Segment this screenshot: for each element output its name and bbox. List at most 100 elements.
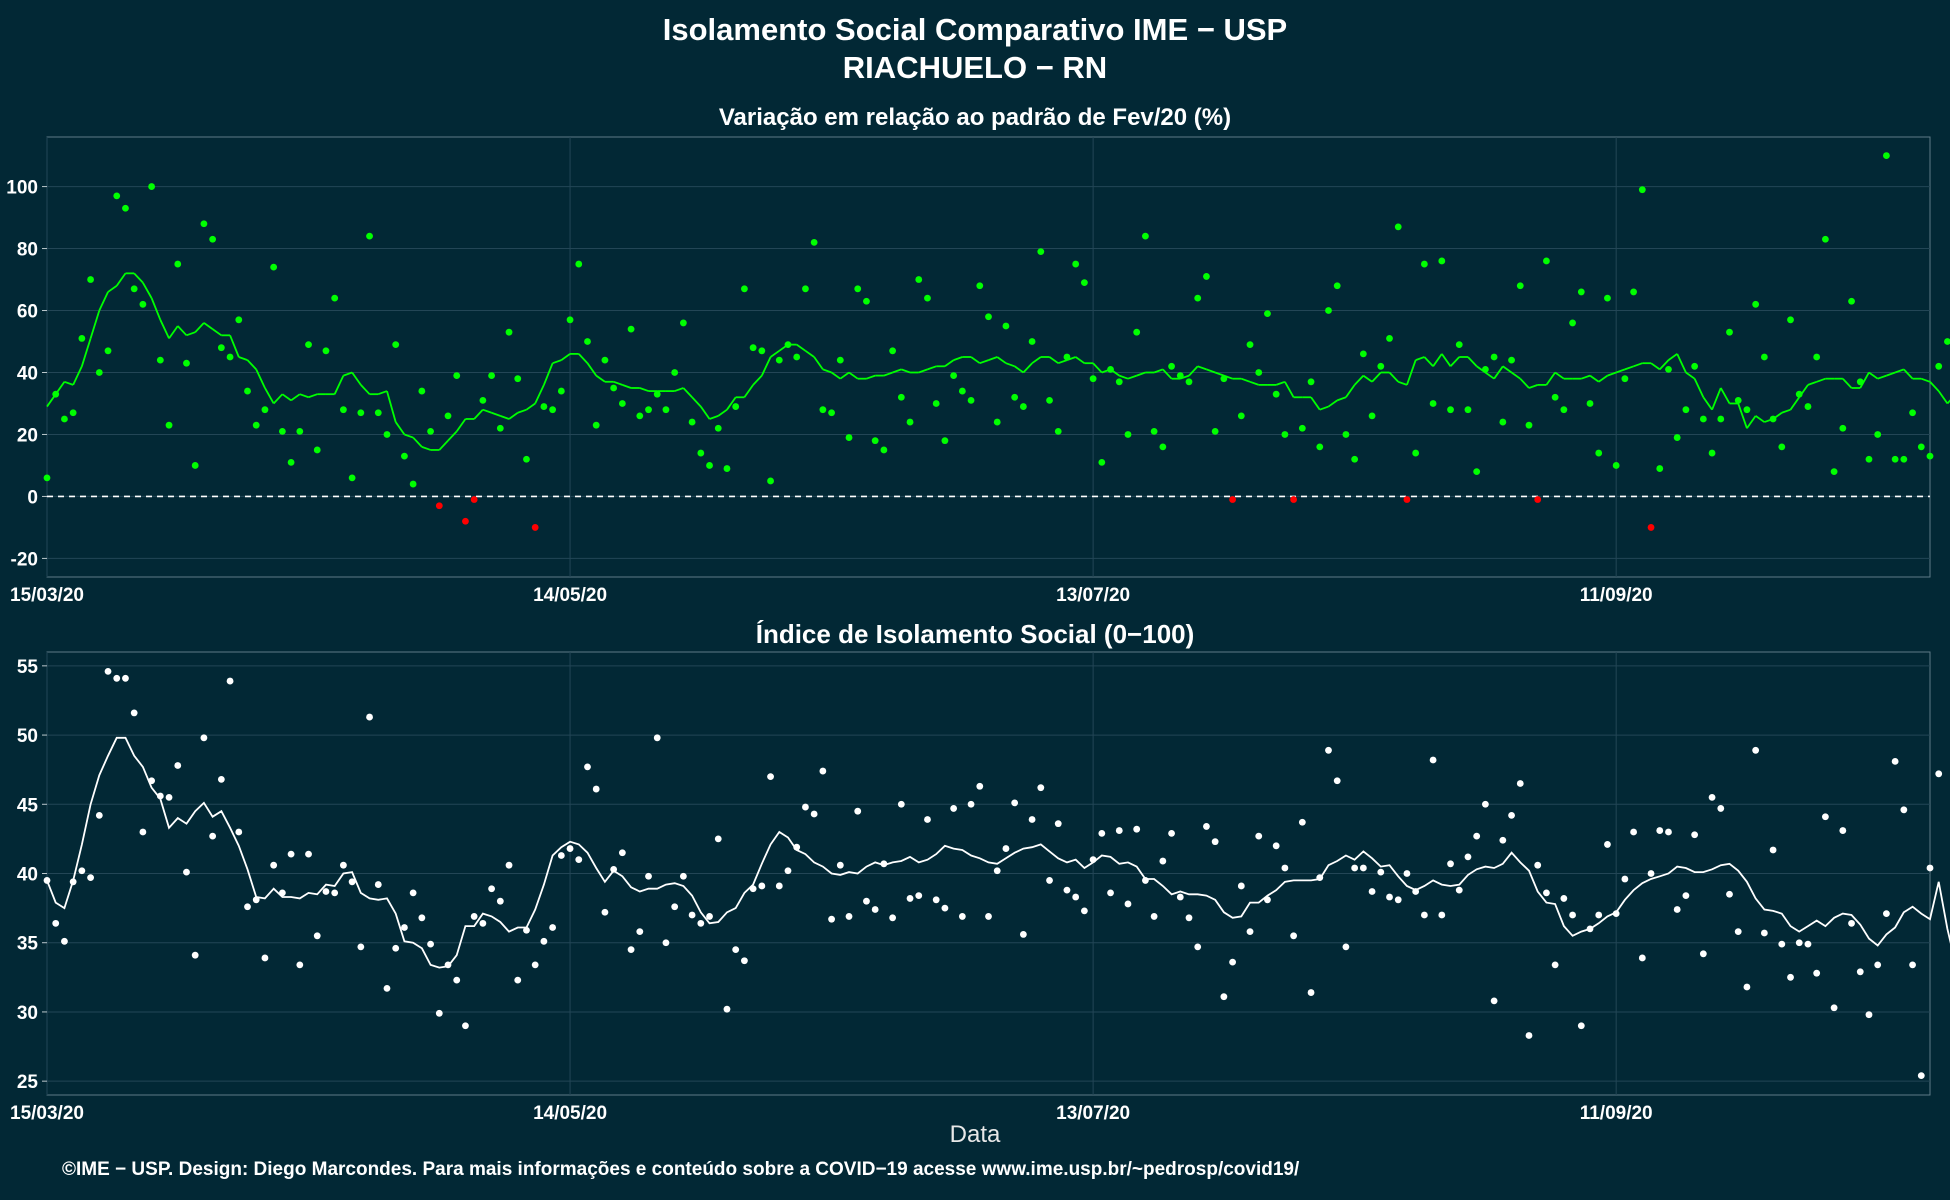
index-data-point (235, 828, 243, 836)
index-data-point (1412, 888, 1420, 895)
variation-data-point (1830, 468, 1838, 476)
variation-data-point (618, 400, 626, 407)
index-data-point (732, 946, 740, 954)
variation-trend-segment (1092, 362, 1103, 374)
variation-data-point (584, 338, 591, 345)
variation-trend-segment (1929, 381, 1940, 392)
variation-data-point (1063, 353, 1071, 361)
chart-title: Isolamento Social Comparativo IME − USP (662, 12, 1288, 47)
variation-data-point (148, 183, 156, 190)
variation-data-point (514, 375, 522, 383)
variation-data-point (1377, 362, 1385, 370)
variation-data-point (1272, 390, 1280, 398)
variation-trend-segment (351, 371, 362, 386)
index-data-point (1054, 820, 1062, 828)
variation-data-point (741, 285, 748, 293)
variation-data-point (1577, 288, 1585, 296)
index-data-point (1325, 746, 1332, 754)
variation-trend-segment (1345, 384, 1356, 398)
variation-data-point (435, 502, 443, 510)
variation-data-point (1769, 415, 1777, 423)
variation-data-point (1839, 424, 1847, 432)
variation-trend-segment (796, 343, 806, 352)
variation-data-point (575, 260, 583, 268)
variation-trend-segment (988, 356, 998, 361)
variation-trend-segment (586, 362, 597, 377)
index-data-point (1107, 889, 1114, 897)
variation-trend-segment (1886, 371, 1896, 377)
variation-trend-segment (996, 356, 1007, 364)
variation-trend-segment (133, 272, 144, 284)
index-trend-line (46, 736, 1950, 969)
index-data-point (191, 951, 199, 959)
variation-data-point (749, 344, 757, 352)
variation-plot-area (46, 136, 1931, 578)
variation-data-point (1298, 424, 1306, 432)
variation-data-point (1359, 350, 1367, 358)
index-data-point (1787, 973, 1794, 981)
variation-data-point (1665, 365, 1672, 373)
index-data-point (95, 811, 103, 819)
variation-data-point (671, 369, 679, 376)
index-data-point (1752, 746, 1760, 754)
index-data-point (1699, 950, 1707, 958)
variation-data-point (1490, 353, 1498, 361)
index-data-point (261, 954, 269, 962)
index-data-point (662, 939, 670, 947)
variation-data-point (793, 353, 801, 361)
index-data-point (78, 867, 86, 875)
variation-data-point (697, 449, 705, 457)
index-data-point (462, 1022, 469, 1030)
variation-trend-segment (1511, 371, 1521, 380)
variation-data-point (1124, 431, 1132, 438)
index-data-point (1848, 919, 1855, 927)
index-data-point (976, 782, 984, 790)
variation-trend-segment (534, 384, 545, 404)
index-data-point (1891, 757, 1899, 765)
variation-trend-segment (150, 297, 162, 321)
variation-trend-segment (72, 365, 83, 386)
variation-data-point (662, 406, 670, 414)
variation-data-point (191, 462, 199, 469)
variation-data-point (1691, 362, 1699, 370)
variation-trend-segment (1633, 362, 1643, 368)
index-data-point (889, 914, 897, 922)
variation-trend-segment (177, 325, 188, 336)
index-data-point (1656, 827, 1664, 834)
variation-data-point (802, 285, 809, 293)
variation-y-tick-label: 20 (17, 425, 38, 446)
variation-data-point (1856, 378, 1864, 386)
index-data-point (1743, 983, 1751, 991)
index-data-point (366, 713, 373, 721)
index-data-point (836, 861, 844, 869)
index-data-point (1455, 886, 1463, 894)
index-data-point (1019, 931, 1027, 938)
variation-trend-segment (892, 368, 902, 374)
variation-trend-segment (1946, 399, 1950, 405)
variation-data-point (1072, 260, 1080, 268)
variation-trend-segment (1528, 384, 1539, 389)
variation-trend-segment (927, 365, 937, 371)
index-data-point (924, 816, 931, 823)
variation-data-point (287, 458, 295, 466)
variation-data-point (1264, 310, 1271, 318)
variation-data-point (985, 313, 992, 321)
index-data-point (531, 961, 539, 969)
variation-data-point (1726, 328, 1733, 336)
index-data-point (1909, 961, 1916, 969)
variation-trend-segment (1650, 362, 1661, 371)
variation-trend-segment (1353, 374, 1365, 386)
variation-data-point (714, 424, 722, 432)
index-data-point (906, 895, 914, 902)
variation-data-point (69, 409, 77, 417)
index-data-point (897, 800, 905, 808)
variation-trend-segment (438, 440, 449, 451)
index-data-point (1351, 864, 1359, 872)
index-data-point (1089, 856, 1097, 864)
index-data-point (52, 919, 60, 927)
variation-data-point (1150, 427, 1158, 435)
index-data-point (749, 885, 757, 893)
variation-y-tick-label: 60 (17, 302, 38, 323)
variation-trend-segment (804, 350, 815, 358)
